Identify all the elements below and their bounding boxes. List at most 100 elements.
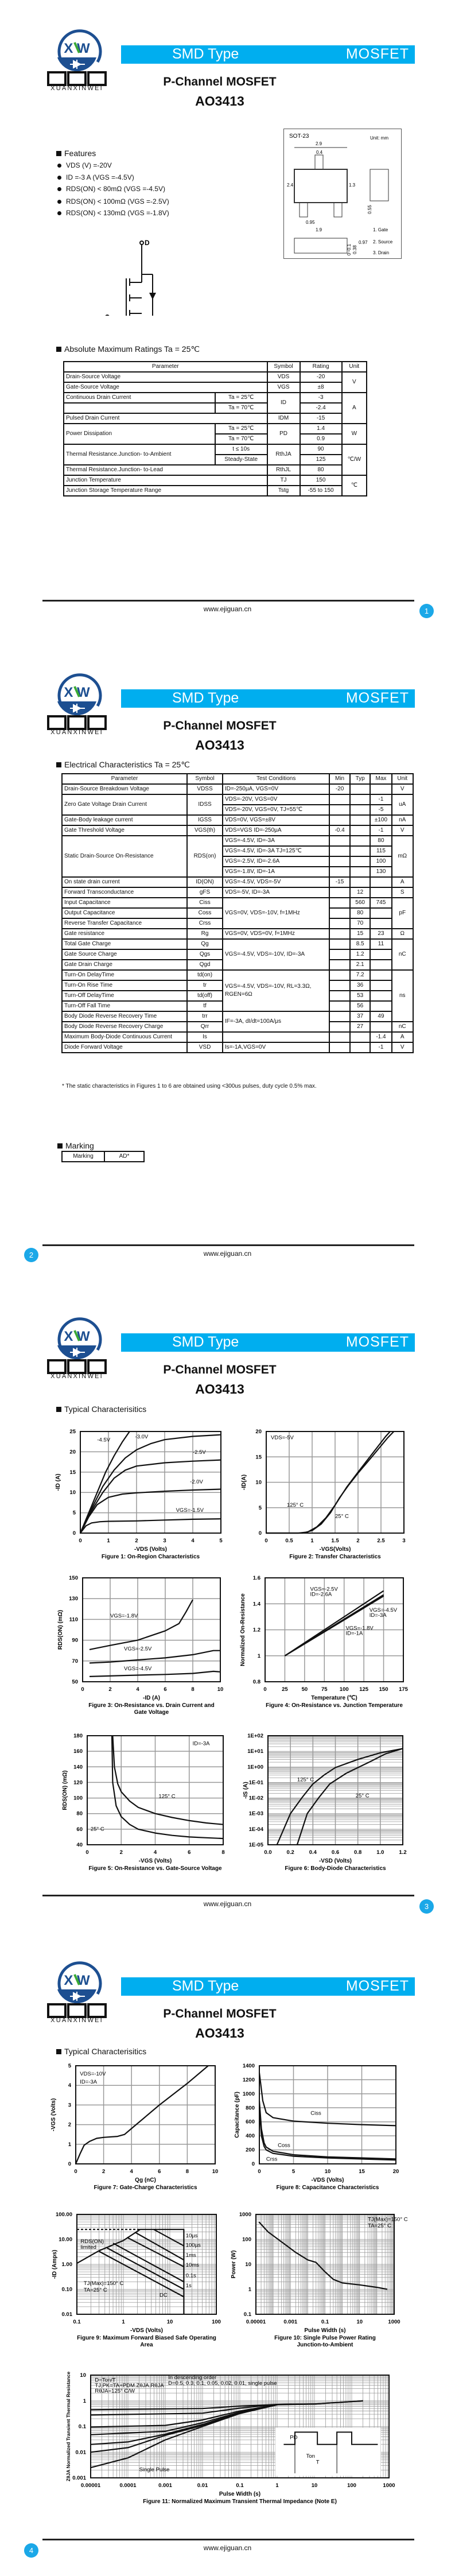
unit-cell: ℃ — [341, 475, 368, 496]
symbol-cell: td(off) — [186, 990, 224, 1002]
series-group — [90, 2400, 363, 2469]
annotation-label: Single Pulse — [139, 2467, 170, 2473]
y-tick-label: 60 — [76, 1826, 83, 1833]
column-header: Max — [370, 773, 392, 785]
y-tick-label: 110 — [69, 1616, 78, 1623]
x-tick-label: 3 — [402, 1538, 405, 1544]
annotation-label: RθJA=125° C/W — [95, 2388, 135, 2394]
company-logo: X W XUANXINWEI — [45, 1955, 109, 2024]
series-line-ciss — [258, 2073, 396, 2127]
test-conditions-cell: Is=-1A,VGS=0V — [222, 1042, 330, 1053]
marking-heading: Marking — [57, 1141, 94, 1150]
abs-max-table: Parameter Symbol Rating Unit Drain-Source Vo… — [63, 361, 368, 496]
x-tick-label: 1 — [310, 1538, 314, 1544]
max-cell — [370, 1021, 392, 1033]
x-tick-label: 4 — [191, 1538, 195, 1544]
y-tick-label: 10 — [69, 1489, 76, 1496]
typ-cell — [349, 835, 371, 847]
x-tick-label: 2 — [120, 1849, 123, 1856]
part-number: AO3413 — [195, 2026, 244, 2040]
min-cell — [329, 1021, 351, 1033]
param-cell: Drain-Source Voltage — [63, 371, 268, 383]
y-tick-label: 15 — [69, 1469, 76, 1476]
logo-latin-text: XUANXINWEI — [50, 2017, 103, 2024]
page-3: X W XUANXINWEI SMD Type MOSFET P-Channel M… — [0, 1288, 455, 1932]
x-tick-label: 125 — [359, 1686, 369, 1693]
rating-cell: -3 — [299, 392, 343, 404]
series-line-125-c — [276, 1748, 403, 1845]
pulse-inset-bg — [275, 2427, 381, 2476]
fig4-chart: 0 25 50 75 100 125 150 175 0.8 1 1.2 1.4 1.6 Temperat… — [240, 1575, 409, 1709]
y-axis-label: -ID(A) — [241, 1475, 247, 1490]
y-tick-label: 1.2 — [253, 1627, 260, 1634]
bullet-icon — [57, 211, 61, 215]
x-tick-label: 0.5 — [285, 1538, 293, 1544]
x-axis-label: Pulse Width (s) — [304, 2327, 345, 2334]
min-cell — [329, 897, 351, 909]
y-tick-label: 4 — [68, 2082, 72, 2089]
doc-title: P-Channel MOSFET — [163, 1363, 277, 1376]
max-cell: 49 — [370, 1011, 392, 1022]
test-conditions-cell: VDS=-5V, ID=-3A — [222, 887, 330, 898]
parameter-cell: Body Diode Reverse Recovery Time — [61, 1011, 188, 1022]
series-group — [75, 2065, 209, 2164]
plot-frame — [75, 2065, 216, 2164]
typ-cell: 80 — [349, 907, 371, 919]
annotation-label: VGS=-2.5V — [310, 1586, 338, 1593]
y-axis-label: RDS(ON) (mΩ) — [62, 1770, 68, 1810]
y-tick-label: 10 — [80, 2372, 86, 2379]
banner-left: SMD Type — [172, 46, 239, 62]
x-tick-label: 1 — [107, 1538, 110, 1544]
param-cell: Continuous Drain Current — [63, 392, 216, 404]
x-tick-label: 0 — [265, 1538, 267, 1544]
typical-heading-text: Typical Characterisitics — [64, 1405, 147, 1414]
max-cell: 115 — [370, 845, 392, 857]
symbol-cell: VSD — [186, 1042, 224, 1053]
parameter-cell: On state drain current — [61, 876, 188, 888]
series-line-25-c — [111, 1735, 224, 1840]
y-tick-label: 800 — [246, 2105, 255, 2111]
x-tick-label: 15 — [359, 2168, 365, 2175]
rating-cell: -55 to 150 — [299, 485, 343, 496]
series-line-100-s — [135, 2232, 184, 2261]
rating-cell: 1.4 — [299, 423, 343, 434]
page-2: X W XUANXINWEI SMD Type MOSFET P-Channel M… — [0, 644, 455, 1288]
series-line-25-c — [296, 1748, 403, 1845]
param-cell — [63, 402, 216, 414]
unit-cell: A — [391, 876, 414, 888]
min-cell — [329, 1042, 351, 1053]
min-cell — [329, 866, 351, 878]
unit-cell: ns — [391, 969, 414, 1022]
min-cell: -20 — [329, 783, 351, 795]
test-conditions-cell: IF=-3A, dI/dt=100A/μs — [222, 1011, 330, 1033]
plot-frame — [76, 2214, 217, 2315]
table-row: Marking AD* — [61, 1151, 145, 1162]
parameter-cell: Gate resistance — [61, 928, 188, 940]
y-tick-label: 1E+01 — [247, 1748, 263, 1755]
dim-0-55: 0.55 — [367, 205, 372, 214]
x-tick-label: 6 — [164, 1686, 166, 1693]
y-tick-label: 0 — [252, 2161, 255, 2167]
min-cell — [329, 814, 351, 826]
x-tick-label: 1 — [275, 2482, 279, 2489]
min-cell: -0.4 — [329, 825, 351, 836]
y-axis-label: RDS(ON) (mΩ) — [57, 1610, 64, 1650]
x-tick-label: 1000 — [383, 2482, 395, 2489]
annotation-label: 0.1s — [186, 2273, 196, 2279]
table-row: Turn-Off DelayTime td(off) 53 — [61, 990, 413, 1002]
test-conditions-cell: VGS=-4.5V, ID=-3A — [222, 835, 330, 847]
typ-cell — [349, 1031, 371, 1043]
test-conditions-cell: VGS=-1.8V, ID=-1A — [222, 866, 330, 878]
series-line--2-5v — [80, 1459, 221, 1534]
annotation-label: 25° C — [335, 1513, 349, 1519]
annotation-label: -2.5V — [193, 1449, 206, 1456]
x-tick-label: 0.2 — [287, 1849, 294, 1856]
pin-2 — [333, 202, 343, 218]
y-tick-label: 0.10 — [62, 2287, 73, 2293]
symbol-cell: RDS(on) — [186, 835, 224, 878]
series-group — [258, 2073, 396, 2161]
logo-chinese-mark — [47, 715, 107, 730]
unit-cell: nC — [391, 938, 414, 971]
x-tick-label: 3 — [163, 1538, 166, 1544]
rating-cell: 150 — [299, 475, 343, 486]
